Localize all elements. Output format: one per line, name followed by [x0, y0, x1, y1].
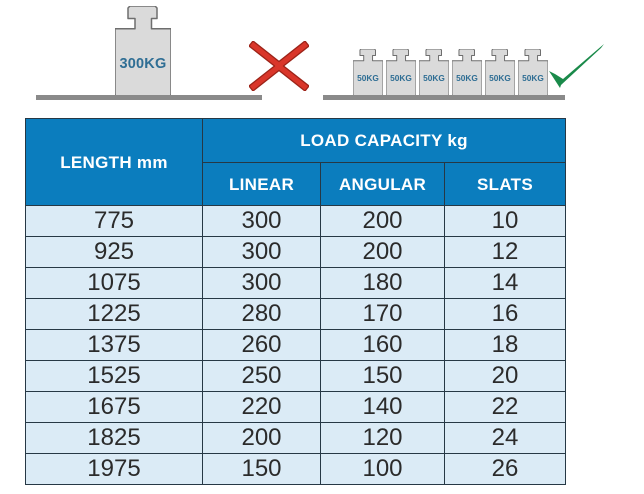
- svg-text:50KG: 50KG: [390, 73, 412, 83]
- svg-text:300KG: 300KG: [120, 56, 167, 72]
- svg-text:50KG: 50KG: [522, 73, 544, 83]
- svg-text:50KG: 50KG: [357, 73, 379, 83]
- svg-text:50KG: 50KG: [456, 73, 478, 83]
- svg-text:50KG: 50KG: [423, 73, 445, 83]
- svg-text:50KG: 50KG: [489, 73, 511, 83]
